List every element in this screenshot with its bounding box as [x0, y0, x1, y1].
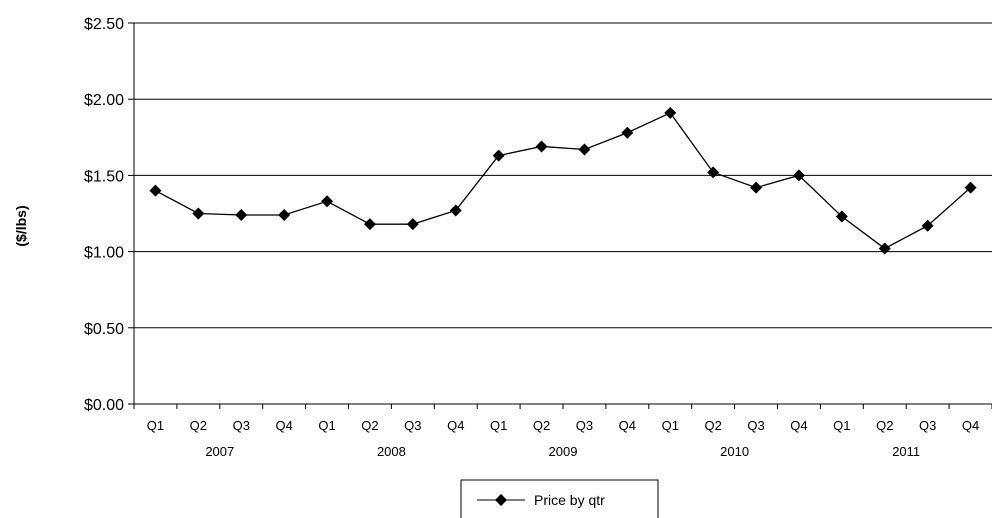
x-category-label: Q1: [318, 418, 335, 433]
x-group-label: 2007: [205, 444, 234, 459]
x-group-label: 2009: [549, 444, 578, 459]
data-point-marker: [707, 166, 720, 179]
x-category-label: Q1: [147, 418, 164, 433]
data-point-marker: [278, 209, 291, 222]
legend-label: Price by qtr: [534, 492, 605, 508]
legend: Price by qtr: [460, 479, 659, 518]
series-price-by-qtr: [149, 106, 977, 255]
gridlines: [134, 22, 992, 329]
data-point-marker: [321, 195, 334, 208]
x-category-labels: Q1 Q2 Q3 Q4 Q1 Q2 Q3 Q4 Q1 Q2 Q3 Q4 Q1 Q2 Q3 Q4 Q1 Q2 Q3 Q4: [147, 418, 979, 433]
legend-box: [460, 479, 659, 518]
data-point-marker: [621, 126, 634, 139]
data-point-marker: [149, 184, 162, 197]
x-category-label: Q2: [533, 418, 550, 433]
data-point-marker: [964, 181, 977, 194]
data-point-marker: [363, 218, 376, 231]
axes: [128, 22, 992, 409]
data-point-marker: [792, 169, 805, 182]
x-category-label: Q3: [576, 418, 593, 433]
data-point-marker: [535, 140, 548, 153]
y-tick-label: $1.50: [84, 168, 124, 185]
data-point-marker: [492, 149, 505, 162]
x-category-label: Q2: [704, 418, 721, 433]
y-axis-label: ($/lbs): [13, 205, 29, 246]
x-category-label: Q1: [662, 418, 679, 433]
y-tick-label: $1.00: [84, 245, 124, 262]
x-category-label: Q1: [833, 418, 850, 433]
x-category-label: Q2: [361, 418, 378, 433]
x-group-label: 2011: [892, 444, 920, 459]
x-category-label: Q4: [790, 418, 807, 433]
x-group-label: 2008: [377, 444, 406, 459]
data-point-marker: [750, 181, 763, 194]
series-line: [155, 112, 971, 250]
data-point-marker: [878, 242, 891, 255]
x-category-label: Q3: [233, 418, 250, 433]
data-point-marker: [664, 106, 677, 119]
x-category-label: Q4: [962, 418, 979, 433]
x-category-label: Q3: [404, 418, 421, 433]
x-group-label: 2010: [720, 444, 749, 459]
y-tick-label: $0.50: [84, 321, 124, 338]
x-category-label: Q2: [876, 418, 893, 433]
data-point-marker: [406, 218, 419, 231]
x-category-label: Q4: [619, 418, 636, 433]
y-tick-label: $2.50: [84, 16, 124, 33]
data-point-marker: [921, 219, 934, 232]
data-point-marker: [449, 204, 462, 217]
x-group-labels: 2007 2008 2009 2010 2011: [205, 444, 920, 459]
data-point-marker: [578, 143, 591, 156]
x-category-label: Q1: [490, 418, 507, 433]
y-tick-labels: $0.00 $0.50 $1.00 $1.50 $2.00 $2.50: [84, 16, 124, 414]
x-category-label: Q4: [447, 418, 464, 433]
x-category-label: Q3: [919, 418, 936, 433]
x-category-label: Q4: [275, 418, 292, 433]
data-point-marker: [235, 209, 248, 222]
legend-marker: [495, 494, 507, 506]
y-tick-label: $0.00: [84, 397, 124, 414]
y-tick-label: $2.00: [84, 92, 124, 109]
x-category-label: Q3: [747, 418, 764, 433]
data-point-marker: [192, 207, 205, 220]
data-point-marker: [835, 210, 848, 223]
x-category-label: Q2: [190, 418, 207, 433]
